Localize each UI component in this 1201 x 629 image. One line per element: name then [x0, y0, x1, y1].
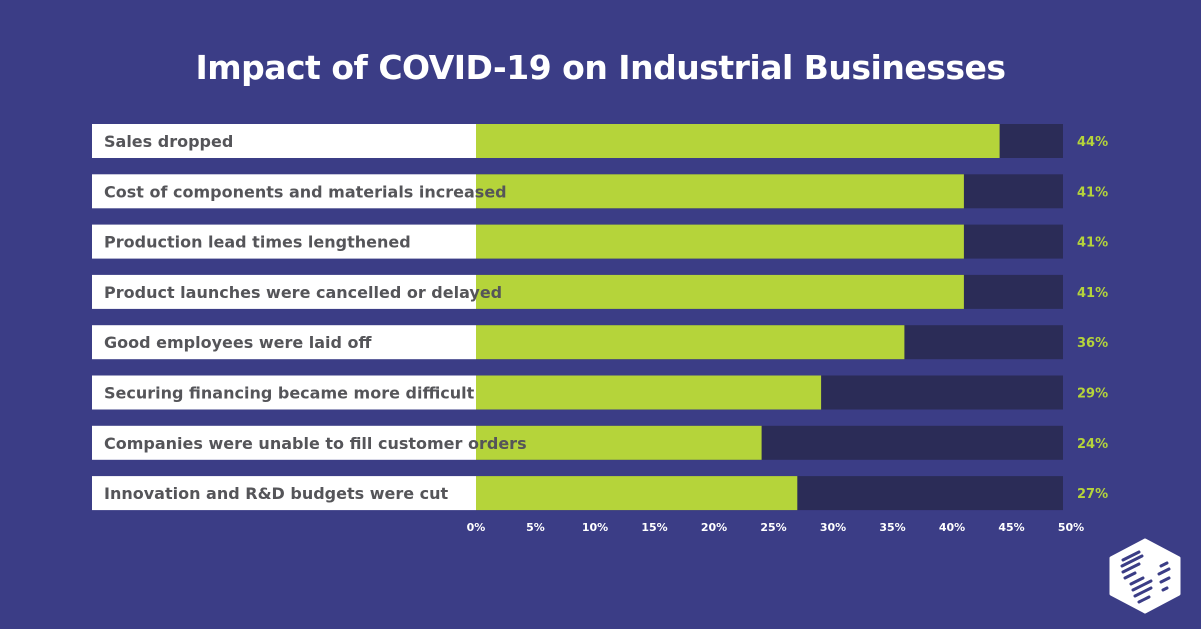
- category-label: Product launches were cancelled or delay…: [104, 283, 502, 302]
- data-label: 29%: [1077, 387, 1108, 402]
- x-tick-label: 5%: [526, 521, 545, 534]
- category-label: Innovation and R&D budgets were cut: [104, 484, 449, 503]
- x-tick-label: 45%: [998, 521, 1024, 534]
- bar: [476, 375, 822, 410]
- x-tick-label: 25%: [760, 521, 786, 534]
- x-tick-label: 35%: [879, 521, 905, 534]
- data-label: 41%: [1077, 185, 1108, 200]
- bar: [476, 325, 905, 360]
- category-label: Sales dropped: [104, 132, 233, 151]
- data-label: 36%: [1077, 336, 1108, 351]
- data-label: 27%: [1077, 487, 1108, 502]
- hexagon-globe-logo-icon: [1109, 538, 1181, 614]
- category-label-box: [92, 274, 476, 309]
- category-label: Companies were unable to fill customer o…: [104, 434, 527, 453]
- data-label: 41%: [1077, 236, 1108, 251]
- category-label-box: [92, 224, 476, 259]
- category-label-box: [92, 174, 476, 209]
- category-label: Production lead times lengthened: [104, 233, 411, 252]
- chart-title: Impact of COVID-19 on Industrial Busines…: [195, 48, 1006, 87]
- x-tick-label: 10%: [582, 521, 608, 534]
- bar: [476, 425, 762, 460]
- data-label: 44%: [1077, 135, 1108, 150]
- category-label: Good employees were laid off: [104, 333, 373, 352]
- x-tick-label: 40%: [939, 521, 965, 534]
- x-tick-label: 50%: [1058, 521, 1084, 534]
- data-label: 41%: [1077, 286, 1108, 301]
- category-label-box: [92, 124, 476, 158]
- category-label: Securing financing became more difficult: [104, 384, 475, 403]
- bar: [476, 174, 964, 209]
- x-tick-label: 15%: [641, 521, 667, 534]
- x-tick-label: 20%: [701, 521, 727, 534]
- category-label-box: [92, 476, 476, 511]
- category-label-box: [92, 375, 476, 410]
- bar: [476, 476, 798, 511]
- category-label-box: [92, 425, 476, 460]
- category-label-box: [92, 325, 476, 360]
- x-tick-label: 0%: [467, 521, 486, 534]
- category-label: Cost of components and materials increas…: [104, 182, 507, 201]
- data-label: 24%: [1077, 437, 1108, 452]
- bar: [476, 224, 964, 259]
- bar: [476, 274, 964, 309]
- bar: [476, 124, 1000, 158]
- x-tick-label: 30%: [820, 521, 846, 534]
